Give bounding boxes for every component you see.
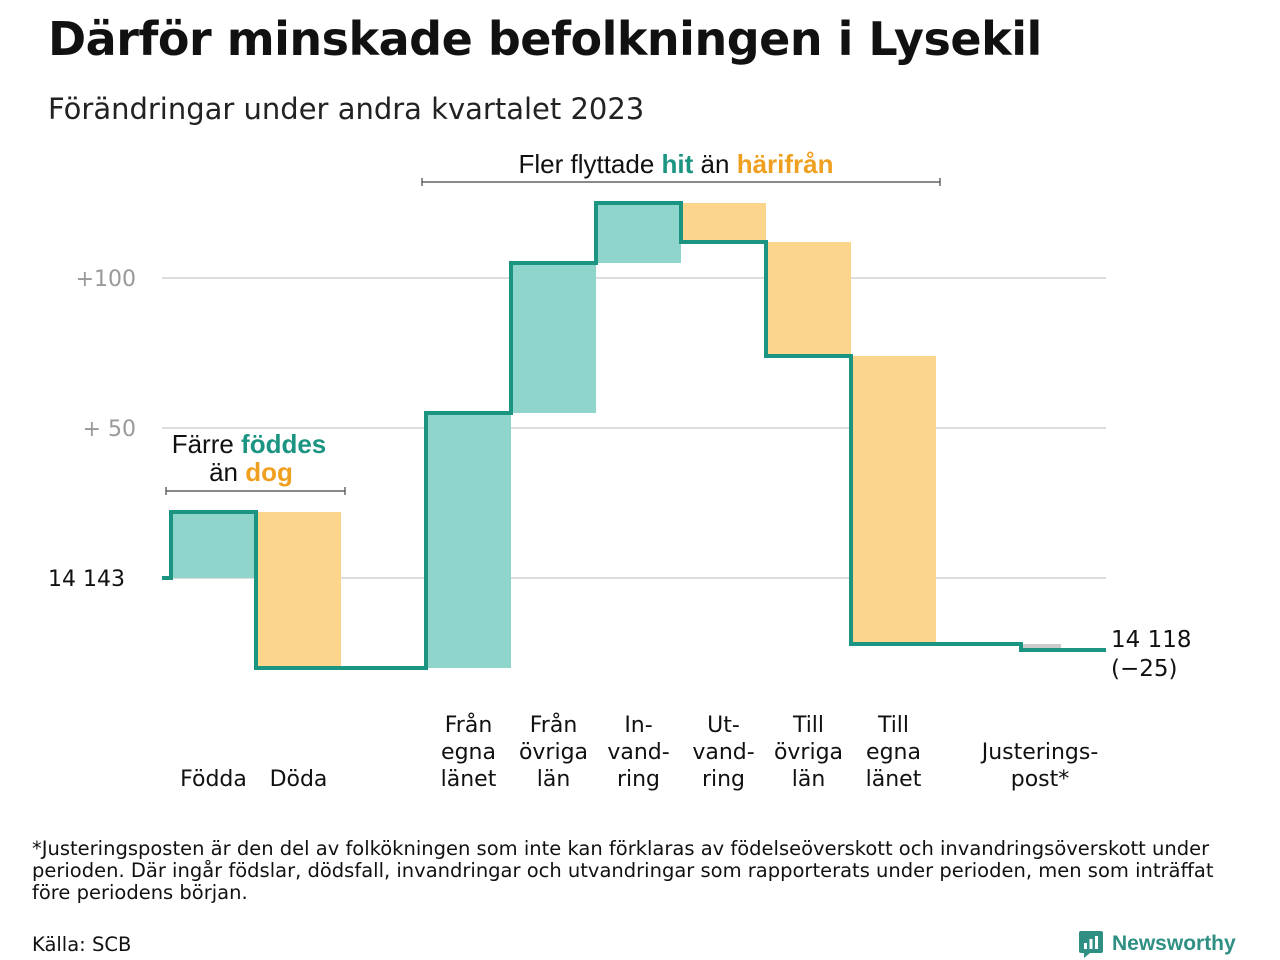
waterfall-chart: +100+ 50 Födda DödaFrånegnalänetFrånövrig… bbox=[48, 149, 1191, 792]
annotation-highlight-hit: hit bbox=[662, 149, 694, 179]
category-label: Till bbox=[792, 713, 824, 738]
category-label: Ut- bbox=[707, 713, 740, 738]
category-label: ring bbox=[702, 767, 745, 792]
svg-text:än dog: än dog bbox=[209, 457, 293, 487]
category-label: egna bbox=[441, 740, 496, 765]
category-label: övriga bbox=[519, 740, 588, 765]
chart-subtitle: Förändringar under andra kvartalet 2023 bbox=[48, 92, 645, 126]
annotation-highlight-born: föddes bbox=[241, 429, 326, 459]
bar-födda bbox=[171, 512, 256, 578]
annotation-births-deaths: Färre föddes än dog bbox=[165, 429, 346, 495]
category-label: vand- bbox=[692, 740, 754, 765]
y-tick-label: + 50 bbox=[83, 417, 136, 442]
annotation-migration: Fler flyttade hit än härifrån bbox=[421, 149, 941, 186]
category-label: län bbox=[537, 767, 571, 792]
bar-in-vandring bbox=[596, 203, 681, 263]
running-total-line bbox=[162, 201, 1106, 670]
bars bbox=[171, 203, 1061, 668]
category-label: övriga bbox=[774, 740, 843, 765]
category-label: Till bbox=[877, 713, 909, 738]
category-label: post* bbox=[1011, 767, 1070, 792]
category-label: egna bbox=[866, 740, 921, 765]
brand[interactable]: Newsworthy bbox=[1078, 928, 1236, 960]
running-total-path bbox=[162, 201, 1106, 670]
newsworthy-logo-icon bbox=[1079, 931, 1103, 958]
annotation-text: än bbox=[693, 149, 736, 179]
bar-till-övriga-län bbox=[766, 242, 851, 356]
annotation-text: än bbox=[209, 457, 245, 487]
category-label: län bbox=[792, 767, 826, 792]
category-labels: Födda DödaFrånegnalänetFrånövrigalänIn-va… bbox=[180, 712, 1098, 792]
bar-döda bbox=[256, 512, 341, 668]
category-label: vand- bbox=[607, 740, 669, 765]
svg-text:Färre föddes: Färre föddes bbox=[172, 429, 327, 459]
category-label: Födda bbox=[180, 767, 247, 792]
annotation-text: Fler flyttade bbox=[518, 149, 661, 179]
bar-från-övriga-län bbox=[511, 263, 596, 413]
category-label: Från bbox=[530, 712, 578, 738]
category-label: länet bbox=[866, 767, 922, 792]
annotation-highlight-harifran: härifrån bbox=[737, 149, 834, 179]
brand-name: Newsworthy bbox=[1112, 932, 1236, 955]
y-axis-ticks: +100 + 50 bbox=[76, 267, 136, 442]
annotation-text: Färre bbox=[172, 429, 241, 459]
source-label: Källa: SCB bbox=[32, 933, 132, 956]
category-label: ring bbox=[617, 767, 660, 792]
category-label: In- bbox=[624, 713, 652, 738]
bar-till-egna-länet bbox=[851, 356, 936, 644]
bar-justeringspost bbox=[1023, 644, 1061, 650]
annotation-highlight-died: dog bbox=[245, 457, 293, 487]
end-value-label: 14 118 bbox=[1111, 627, 1191, 653]
svg-text:Fler flyttade hit än härifrån: Fler flyttade hit än härifrån bbox=[518, 149, 833, 179]
category-label: Justerings- bbox=[980, 740, 1099, 765]
category-label: Från bbox=[445, 712, 493, 738]
chart-title: Därför minskade befolkningen i Lysekil bbox=[48, 12, 1042, 66]
category-label: Döda bbox=[270, 767, 328, 792]
footnote: *Justeringsposten är den del av folkökni… bbox=[32, 837, 1214, 904]
category-label: länet bbox=[441, 767, 497, 792]
y-tick-label: +100 bbox=[76, 267, 136, 292]
bar-ut-vandring bbox=[681, 203, 766, 242]
bar-från-egna-länet bbox=[426, 413, 511, 668]
end-change-label: (−25) bbox=[1111, 656, 1177, 682]
start-value-label: 14 143 bbox=[48, 567, 125, 592]
